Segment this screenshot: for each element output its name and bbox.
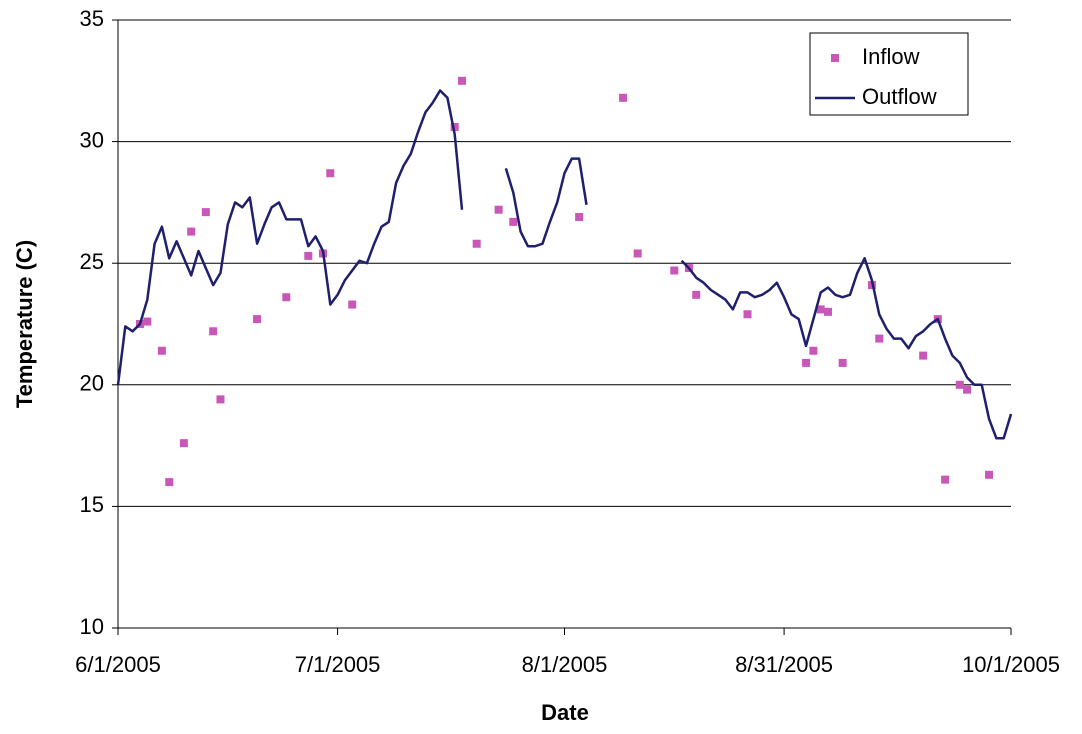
inflow-point [809, 346, 818, 355]
inflow-point [692, 290, 701, 299]
inflow-point [179, 439, 188, 448]
inflow-point [165, 478, 174, 487]
inflow-point [216, 395, 225, 404]
inflow-point [838, 358, 847, 367]
inflow-point [743, 310, 752, 319]
inflow-point [633, 249, 642, 258]
inflow-point [670, 266, 679, 275]
inflow-point [919, 351, 928, 360]
x-tick-label: 8/31/2005 [735, 652, 833, 677]
y-tick-label: 30 [80, 127, 104, 152]
inflow-point [802, 358, 811, 367]
inflow-point [941, 475, 950, 484]
x-tick-label: 8/1/2005 [522, 652, 608, 677]
inflow-point [348, 300, 357, 309]
legend-label: Inflow [862, 44, 920, 69]
inflow-point [458, 76, 467, 85]
inflow-point [143, 317, 152, 326]
inflow-point [816, 305, 825, 314]
inflow-point [575, 212, 584, 221]
inflow-point [253, 315, 262, 324]
x-tick-label: 7/1/2005 [295, 652, 381, 677]
legend-marker [831, 54, 839, 62]
x-axis-label: Date [541, 700, 589, 725]
legend-label: Outflow [862, 84, 937, 109]
inflow-point [304, 251, 313, 260]
inflow-point [985, 470, 994, 479]
y-tick-label: 20 [80, 371, 104, 396]
y-tick-label: 15 [80, 492, 104, 517]
outflow-line [116, 89, 1013, 440]
x-tick-label: 6/1/2005 [75, 652, 161, 677]
y-tick-label: 10 [80, 614, 104, 639]
inflow-point [282, 293, 291, 302]
inflow-point [509, 217, 518, 226]
inflow-point [955, 380, 964, 389]
y-axis-label: Temperature (C) [12, 240, 37, 408]
legend-box [809, 32, 969, 116]
inflow-point [824, 307, 833, 316]
inflow-point [201, 208, 210, 217]
inflow-point [450, 123, 459, 132]
inflow-point [472, 239, 481, 248]
inflow-point [875, 334, 884, 343]
inflow-point [326, 169, 335, 178]
y-tick-label: 25 [80, 249, 104, 274]
inflow-point [619, 93, 628, 102]
inflow-point [157, 346, 166, 355]
inflow-point [209, 327, 218, 336]
y-tick-label: 35 [80, 6, 104, 31]
inflow-point [963, 385, 972, 394]
x-tick-label: 10/1/2005 [962, 652, 1060, 677]
inflow-point [494, 205, 503, 214]
inflow-point [187, 227, 196, 236]
